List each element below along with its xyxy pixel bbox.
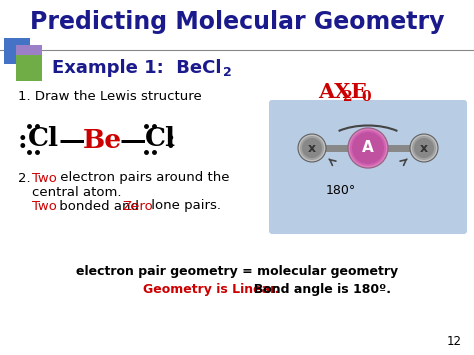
Text: —: — bbox=[111, 127, 155, 153]
Text: Zero: Zero bbox=[122, 200, 153, 213]
Text: Geometry is Linear.: Geometry is Linear. bbox=[143, 284, 279, 296]
Text: A: A bbox=[362, 141, 374, 155]
Text: Bond angle is 180º.: Bond angle is 180º. bbox=[245, 284, 391, 296]
Circle shape bbox=[350, 130, 386, 166]
Text: Cl: Cl bbox=[28, 126, 59, 151]
Circle shape bbox=[414, 138, 434, 158]
Text: 0: 0 bbox=[361, 90, 371, 104]
Circle shape bbox=[410, 134, 438, 162]
Text: Two: Two bbox=[32, 200, 57, 213]
Text: Predicting Molecular Geometry: Predicting Molecular Geometry bbox=[30, 10, 444, 34]
Circle shape bbox=[298, 134, 326, 162]
Text: AX: AX bbox=[318, 82, 351, 102]
Text: electron pairs around the: electron pairs around the bbox=[56, 171, 229, 185]
Text: central atom.: central atom. bbox=[32, 186, 121, 198]
Circle shape bbox=[412, 136, 436, 160]
Text: —: — bbox=[50, 127, 94, 153]
Text: 2: 2 bbox=[223, 66, 232, 80]
Text: lone pairs.: lone pairs. bbox=[147, 200, 221, 213]
Text: 1. Draw the Lewis structure: 1. Draw the Lewis structure bbox=[18, 89, 202, 103]
Circle shape bbox=[300, 136, 324, 160]
Text: 2.: 2. bbox=[18, 171, 35, 185]
Text: 12: 12 bbox=[447, 335, 462, 348]
Text: x: x bbox=[420, 142, 428, 154]
Text: 180°: 180° bbox=[326, 184, 356, 197]
Text: electron pair geometry = molecular geometry: electron pair geometry = molecular geome… bbox=[76, 266, 398, 279]
Text: Be: Be bbox=[83, 127, 122, 153]
Circle shape bbox=[352, 132, 384, 164]
Text: Example 1:  BeCl: Example 1: BeCl bbox=[52, 59, 221, 77]
Text: Two: Two bbox=[32, 171, 57, 185]
FancyBboxPatch shape bbox=[269, 100, 467, 234]
Circle shape bbox=[348, 128, 388, 168]
Text: x: x bbox=[308, 142, 316, 154]
Text: 2: 2 bbox=[342, 90, 352, 104]
Text: :: : bbox=[18, 127, 27, 153]
Text: :: : bbox=[166, 127, 176, 153]
Bar bbox=[16, 55, 42, 81]
Bar bbox=[4, 38, 30, 64]
Bar bbox=[16, 45, 42, 71]
Text: bonded and: bonded and bbox=[55, 200, 143, 213]
Circle shape bbox=[302, 138, 322, 158]
Text: E: E bbox=[350, 82, 366, 102]
Text: Cl: Cl bbox=[145, 126, 176, 151]
